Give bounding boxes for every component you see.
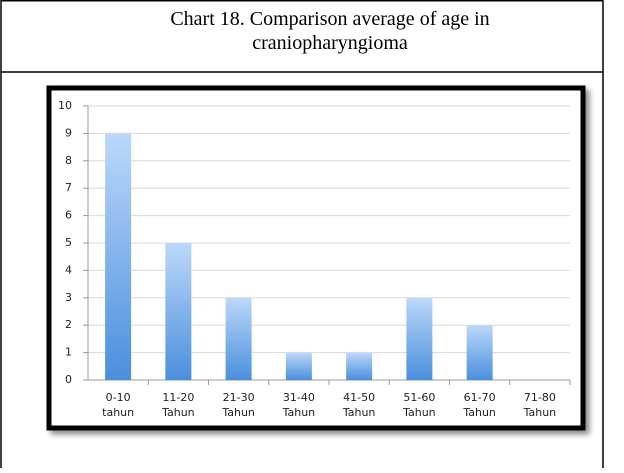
x-tick-label: Tahun: [161, 406, 195, 419]
y-tick-label: 9: [65, 126, 72, 139]
x-tick-label: Tahun: [221, 406, 255, 419]
y-tick-label: 4: [65, 263, 72, 276]
caption: Chart 18. Comparison average of age in: [170, 8, 489, 30]
x-tick-label: 51-60: [403, 391, 435, 404]
bar: [225, 297, 252, 380]
x-tick-label: Tahun: [402, 406, 436, 419]
bar: [466, 325, 493, 380]
y-tick-label: 6: [65, 209, 72, 222]
x-tick-label: tahun: [102, 406, 134, 419]
x-tick-label: 71-80: [524, 391, 556, 404]
x-tick-label: 21-30: [223, 391, 255, 404]
y-tick-label: 2: [65, 318, 72, 331]
bar: [105, 133, 132, 380]
x-tick-label: 41-50: [343, 391, 375, 404]
bar: [285, 352, 312, 380]
chart-frame: [46, 85, 586, 431]
x-tick-label: Tahun: [342, 406, 376, 419]
y-tick-label: 1: [65, 346, 72, 359]
y-tick-label: 10: [58, 99, 72, 112]
x-tick-label: 0-10: [106, 391, 131, 404]
caption: craniopharyngioma: [252, 32, 408, 54]
x-tick-label: Tahun: [523, 406, 557, 419]
y-tick-label: 8: [65, 154, 72, 167]
x-tick-label: 61-70: [464, 391, 496, 404]
bar: [406, 297, 433, 380]
plot: 0 1 2 3 4 5 6 7 8 9 10 0-10 tahun 11-20 Tahun 21-30 Tahu…: [58, 99, 571, 419]
y-tick-label: 7: [65, 181, 72, 194]
x-tick-label: 31-40: [283, 391, 315, 404]
x-tick-label: Tahun: [462, 406, 496, 419]
x-tick-label: Tahun: [282, 406, 316, 419]
bar: [165, 243, 192, 380]
y-tick-label: 0: [65, 373, 72, 386]
y-tick-label: 5: [65, 236, 72, 249]
x-tick-label: 11-20: [162, 391, 194, 404]
bar: [346, 352, 373, 380]
y-tick-label: 3: [65, 291, 72, 304]
